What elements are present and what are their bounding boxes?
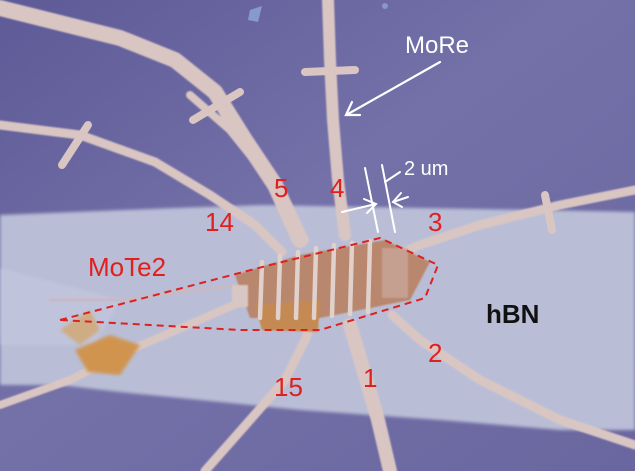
contact-label-1: 1 — [363, 363, 378, 393]
mote2-flake — [232, 238, 430, 332]
pad-cross-1 — [189, 88, 244, 124]
pad-cross-2 — [301, 66, 359, 76]
electrode-2 — [387, 310, 635, 450]
more-arrow — [344, 60, 442, 117]
electrode-1 — [343, 318, 397, 471]
contact-label-4: 4 — [330, 173, 345, 203]
contact-label-2: 2 — [428, 338, 443, 368]
contact-blob — [60, 310, 140, 375]
mote2-label: MoTe2 — [88, 252, 167, 282]
contact-pads — [58, 66, 556, 234]
debris-dot — [382, 3, 388, 9]
electrode-4 — [322, 0, 351, 241]
contact-label-5: 5 — [274, 173, 289, 203]
debris-flake — [248, 6, 262, 22]
more-label: MoRe — [405, 32, 470, 59]
finger-contacts — [257, 238, 373, 321]
contact-label-3: 3 — [428, 207, 443, 237]
electrode-5 — [186, 91, 309, 244]
contact-label-14: 14 — [205, 207, 234, 237]
scale-bar — [341, 164, 409, 233]
contact-label-15: 15 — [274, 372, 303, 402]
electrode-14 — [0, 120, 287, 257]
scale-bar-label: 2 um — [404, 158, 449, 180]
pad-cross-3 — [58, 121, 92, 169]
hbn-label: hBN — [486, 299, 540, 329]
mote2-outline — [59, 236, 440, 331]
pad-cross-4 — [541, 191, 556, 234]
electrode-left-upper — [48, 283, 242, 302]
electrode-15 — [200, 317, 317, 471]
electrode-3 — [385, 185, 635, 263]
